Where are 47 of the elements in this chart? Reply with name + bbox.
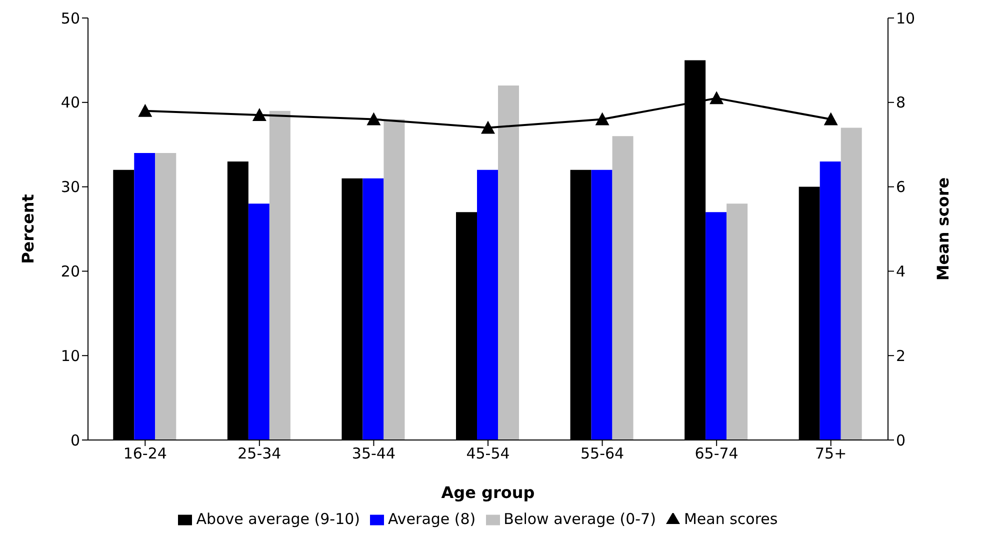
- x-tick-label: 75+: [815, 444, 847, 463]
- bar: [498, 86, 519, 440]
- point: [824, 112, 838, 126]
- x-tick-label: 25-34: [238, 444, 282, 463]
- point: [138, 104, 152, 117]
- y-tick-label: 50: [60, 9, 80, 28]
- x-tick-label: 35-44: [352, 444, 396, 463]
- bar: [706, 212, 727, 440]
- legend-label: Mean scores: [684, 510, 778, 528]
- bar: [155, 153, 176, 440]
- y2-tick-label: 2: [896, 346, 906, 365]
- y2-tick-label: 8: [896, 94, 906, 112]
- bar: [384, 119, 405, 440]
- bar: [612, 136, 634, 440]
- y2-tick-label: 6: [896, 178, 906, 196]
- y-tick-label: 10: [60, 346, 80, 365]
- legend-label: Above average (9-10): [196, 510, 360, 528]
- bar: [591, 170, 612, 440]
- x-tick-label: 65-74: [694, 444, 738, 463]
- legend-label: Average (8): [388, 510, 476, 528]
- y2-tick-label: 0: [896, 431, 906, 450]
- x-tick-label: 55-64: [580, 444, 624, 463]
- point: [710, 91, 724, 104]
- y-axis-title: Percent: [18, 194, 38, 264]
- y2-axis-title: Mean score: [934, 177, 953, 281]
- point: [252, 108, 266, 122]
- y2-tick-label: 4: [896, 262, 906, 281]
- y-tick-label: 20: [60, 262, 80, 281]
- y-tick-label: 30: [60, 178, 80, 196]
- x-tick-label: 45-54: [466, 444, 510, 463]
- bar: [248, 204, 270, 440]
- y2-tick-label: 10: [896, 9, 916, 28]
- bar: [134, 153, 156, 440]
- bar: [726, 204, 748, 440]
- y-tick-label: 0: [70, 431, 80, 450]
- x-tick-label: 16-24: [123, 444, 167, 463]
- point: [366, 112, 381, 126]
- y-tick-label: 40: [60, 94, 80, 112]
- bar: [269, 110, 290, 440]
- bar: [362, 178, 384, 440]
- bar: [840, 128, 862, 440]
- point: [595, 112, 610, 126]
- bar: [477, 170, 498, 440]
- x-axis-title: Age group: [441, 483, 535, 502]
- legend-label: Below average (0-7): [504, 510, 656, 528]
- point: [481, 120, 495, 134]
- bar: [820, 161, 841, 440]
